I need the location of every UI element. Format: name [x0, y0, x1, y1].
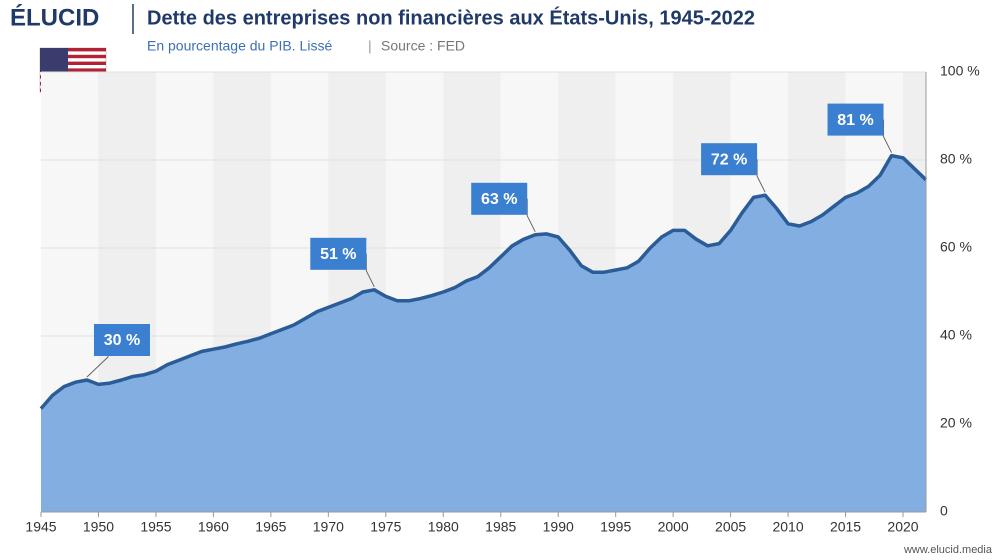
y-tick-label: 0: [940, 503, 948, 519]
y-tick-label: 40 %: [940, 327, 972, 343]
plot: 0 20 % 40 % 60 % 80 % 100 % 1945 1950 1955 1960 19…: [25, 63, 979, 535]
value-label: 30 %: [104, 332, 140, 349]
footer: www.elucid.media: [903, 544, 993, 556]
label-box: [471, 182, 528, 215]
x-tick-label: 1985: [485, 519, 516, 535]
value-label: 81 %: [837, 112, 873, 129]
x-tick-label: 1980: [428, 519, 459, 535]
x-tick-label: 1955: [140, 519, 171, 535]
x-tick-label: 2000: [658, 519, 689, 535]
label-box: [701, 143, 758, 176]
x-tick-label: 1975: [370, 519, 401, 535]
separator: |: [368, 38, 372, 54]
value-label: 51 %: [320, 246, 356, 263]
y-tick-label: 60 %: [940, 239, 972, 255]
source: Source : FED: [381, 38, 465, 54]
subtitle: En pourcentage du PIB. Lissé: [147, 38, 332, 54]
label-box: [93, 324, 150, 356]
x-tick-label: 1950: [83, 519, 114, 535]
x-tick-label: 2020: [887, 519, 918, 535]
x-tick-label: 2010: [772, 519, 803, 535]
x-tick-label: 1945: [25, 519, 56, 535]
label-box: [827, 103, 884, 136]
brand: ÉLUCID: [10, 3, 99, 31]
value-label: 63 %: [481, 191, 517, 208]
x-tick-label: 1995: [600, 519, 631, 535]
y-tick-label: 80 %: [940, 151, 972, 167]
x-tick-label: 2015: [830, 519, 861, 535]
chart-title: Dette des entreprises non financières au…: [147, 6, 755, 29]
x-tick-label: 1965: [255, 519, 286, 535]
line: [39, 153, 928, 410]
y-tick-label: 20 %: [940, 415, 972, 431]
value-label: 72 %: [711, 151, 747, 168]
x-tick-label: 2005: [715, 519, 746, 535]
y-tick-label: 100 %: [940, 63, 980, 79]
label-box: [310, 237, 367, 270]
x-tick-label: 1960: [198, 519, 229, 535]
x-tick-label: 1970: [313, 519, 344, 535]
x-tick-label: 1990: [543, 519, 574, 535]
